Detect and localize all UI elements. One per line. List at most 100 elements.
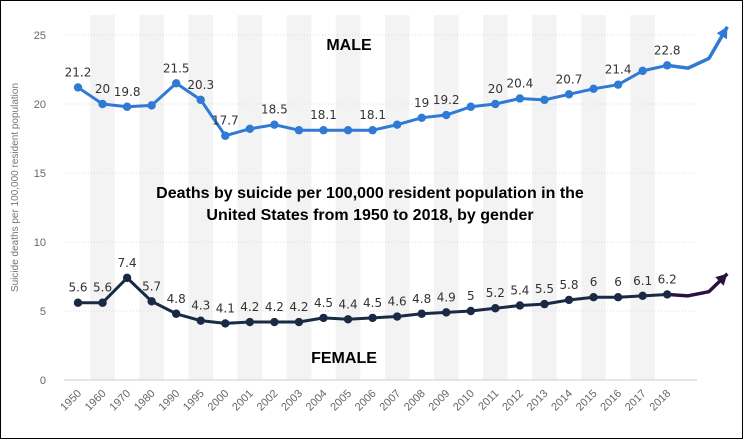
data-point xyxy=(442,110,451,120)
data-label: 4.1 xyxy=(216,301,235,315)
x-tick-label: 1990 xyxy=(157,388,183,414)
data-label: 6 xyxy=(614,275,622,289)
data-label: 20.7 xyxy=(556,72,583,86)
data-point xyxy=(221,319,230,328)
data-point xyxy=(417,113,426,123)
x-tick-label: 2001 xyxy=(230,388,256,414)
data-point xyxy=(172,79,181,88)
data-point xyxy=(122,102,132,111)
y-tick-label: 5 xyxy=(40,306,46,318)
grid-band xyxy=(433,15,459,380)
grid-band xyxy=(581,15,606,380)
data-point xyxy=(564,90,574,99)
data-point xyxy=(613,293,623,302)
data-label: 5.8 xyxy=(559,278,578,292)
data-point xyxy=(245,124,255,134)
data-point xyxy=(368,126,377,135)
data-point xyxy=(491,99,500,109)
data-label: 4.5 xyxy=(314,296,333,310)
x-tick-label: 1995 xyxy=(181,388,207,414)
data-point xyxy=(343,126,353,135)
data-point xyxy=(196,316,205,325)
data-point xyxy=(515,94,525,103)
data-label: 5 xyxy=(467,289,475,303)
data-point xyxy=(663,290,672,299)
trend-extension-line xyxy=(667,272,729,298)
x-tick-label: 2009 xyxy=(427,388,453,414)
data-point xyxy=(392,312,402,321)
x-tick-label: 2014 xyxy=(549,388,575,414)
data-point xyxy=(417,309,426,318)
data-label: 5.6 xyxy=(68,281,87,295)
data-point xyxy=(196,95,205,105)
data-label: 18.1 xyxy=(310,108,337,122)
data-point xyxy=(466,102,475,111)
x-tick-label: 1950 xyxy=(58,388,84,414)
x-tick-label: 2000 xyxy=(206,388,232,414)
data-point xyxy=(613,80,623,89)
data-label: 4.3 xyxy=(191,299,210,313)
x-tick-label: 2008 xyxy=(402,388,428,414)
data-label: 5.6 xyxy=(93,281,112,295)
data-label: 18.5 xyxy=(261,103,288,117)
x-tick-label: 2018 xyxy=(648,388,674,414)
grid-band xyxy=(532,15,557,380)
x-tick-label: 1980 xyxy=(132,388,158,414)
trend-arrow-icon xyxy=(715,273,728,286)
x-tick-label: 2011 xyxy=(476,388,501,413)
x-tick-label: 2006 xyxy=(353,388,379,414)
data-label: 20 xyxy=(488,82,503,96)
data-point xyxy=(294,126,304,135)
y-tick-label: 0 xyxy=(40,375,46,387)
x-tick-label: 2002 xyxy=(255,388,281,414)
data-label: 17.7 xyxy=(212,114,239,128)
y-tick-label: 15 xyxy=(34,168,46,180)
data-label: 18.1 xyxy=(359,108,386,122)
x-tick-label: 1970 xyxy=(107,388,133,414)
x-tick-label: 2003 xyxy=(279,388,305,414)
grid-band xyxy=(90,15,115,380)
series-name-label: FEMALE xyxy=(311,350,377,367)
trend-arrow-icon xyxy=(716,26,728,40)
data-label: 19.2 xyxy=(433,93,460,107)
data-point xyxy=(638,291,647,301)
data-point xyxy=(540,299,549,309)
trend-extension-line xyxy=(666,25,729,70)
chart-title-line: United States from 1950 to 2018, by gend… xyxy=(206,207,533,224)
data-point xyxy=(73,83,83,92)
data-point xyxy=(540,95,549,105)
x-tick-label: 2017 xyxy=(623,388,649,414)
data-point xyxy=(564,295,574,305)
data-label: 6.2 xyxy=(658,272,677,286)
data-label: 21.4 xyxy=(605,63,632,77)
y-tick-label: 20 xyxy=(34,99,46,111)
data-label: 4.8 xyxy=(412,292,431,306)
data-point xyxy=(147,297,156,306)
data-label: 21.5 xyxy=(163,61,190,75)
x-tick-label: 2007 xyxy=(377,388,403,414)
data-point xyxy=(343,315,353,324)
x-tick-label: 2015 xyxy=(574,388,600,414)
data-label: 22.8 xyxy=(654,43,681,57)
data-label: 4.2 xyxy=(265,300,284,314)
data-point xyxy=(589,84,598,94)
data-point xyxy=(73,298,83,307)
data-point xyxy=(589,293,598,302)
data-point xyxy=(638,66,647,76)
data-point xyxy=(466,306,475,316)
data-point xyxy=(270,120,279,129)
data-label: 4.5 xyxy=(363,296,382,310)
data-point xyxy=(270,317,279,327)
data-label: 6 xyxy=(590,275,598,289)
y-axis-label: Suicide deaths per 100,000 resident popu… xyxy=(10,83,21,292)
data-label: 19.8 xyxy=(114,85,141,99)
x-tick-label: 1960 xyxy=(83,388,109,414)
series-name-label: MALE xyxy=(326,37,372,54)
data-label: 19 xyxy=(414,96,429,110)
data-label: 4.6 xyxy=(388,295,407,309)
y-tick-label: 10 xyxy=(34,237,46,249)
y-tick-label: 25 xyxy=(34,30,46,42)
data-point xyxy=(392,120,402,129)
